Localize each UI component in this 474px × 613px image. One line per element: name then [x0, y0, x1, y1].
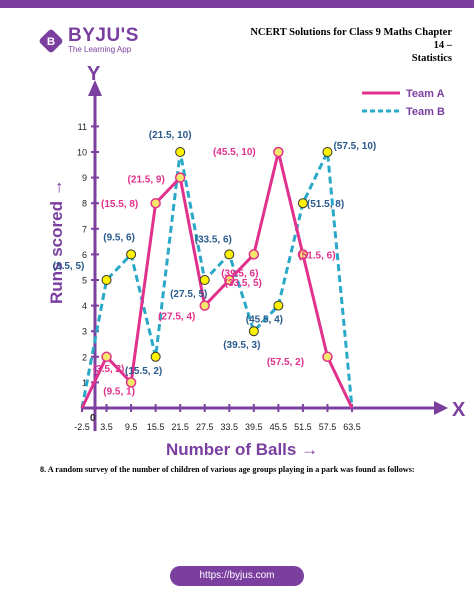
team-a-point-label: (9.5, 1)	[103, 386, 135, 397]
footer-url-link[interactable]: https://byjus.com	[170, 566, 304, 586]
x-tick-label: 15.5	[147, 422, 165, 432]
team-a-point	[199, 300, 210, 311]
team-a-point-label: (45.5, 10)	[213, 147, 256, 158]
page-title-line1: NCERT Solutions for Class 9 Maths Chapte…	[250, 27, 452, 51]
team-b-point-label: (39.5, 3)	[223, 340, 260, 351]
team-b-point	[175, 147, 186, 157]
team-b-point	[248, 326, 259, 337]
team-a-point-label: (15.5, 8)	[101, 199, 138, 210]
team-b-point-label: (45.5, 4)	[246, 315, 283, 326]
team-a-point-label: (39.5, 6)	[221, 268, 258, 279]
team-b-point-label: (33.5, 6)	[195, 234, 232, 245]
byjus-logo: B BYJU'S The Learning App	[38, 25, 139, 55]
team-a-point	[150, 197, 161, 209]
team-a-line	[80, 151, 354, 409]
team-b-point	[150, 351, 161, 362]
x-axis-title: Number of Balls →	[166, 440, 318, 456]
team-a-point-label: (3.5, 2)	[93, 364, 125, 375]
page-title-line2: Statistics	[411, 53, 452, 64]
top-accent-bar	[0, 0, 474, 8]
team-a-point	[101, 351, 112, 363]
team-b-point-label: (51.5, 8)	[307, 199, 344, 210]
x-tick-label: 39.5	[245, 422, 263, 432]
y-tick-label: 4	[82, 301, 87, 311]
team-b-point	[273, 300, 284, 311]
team-b-point	[224, 249, 235, 260]
y-axis-arrow-icon	[88, 80, 102, 96]
team-a-point-label: (57.5, 2)	[267, 357, 304, 368]
x-axis-arrow-icon	[434, 401, 448, 415]
x-tick-label: 51.5	[294, 422, 312, 432]
y-axis-letter: Y	[87, 63, 101, 85]
team-b-point-label: (57.5, 10)	[333, 141, 376, 152]
team-b-point-label: (21.5, 10)	[149, 130, 192, 141]
y-axis-title: Runs scored →	[47, 179, 66, 304]
team-a-point	[297, 249, 309, 260]
team-a-point	[273, 146, 284, 158]
x-tick-label: 63.5	[343, 422, 361, 432]
team-b-point	[101, 275, 112, 285]
x-tick-label: 3.5	[100, 422, 113, 432]
y-tick-label: 11	[78, 122, 87, 132]
team-a-point-label: (27.5, 4)	[158, 312, 195, 323]
y-tick-label: 1	[82, 378, 87, 388]
team-b-point	[322, 147, 333, 157]
team-b-point	[297, 198, 308, 209]
team-a-point-label: (21.5, 9)	[128, 175, 165, 186]
team-b-point-label: (27.5, 5)	[170, 289, 207, 300]
team-a-point	[248, 249, 260, 260]
y-tick-label: 5	[82, 276, 87, 286]
x-tick-label: -2.5	[74, 422, 90, 432]
origin-label: 0	[90, 413, 96, 424]
runs-vs-balls-chart: X Y 0 1 2 3 4 5 6 7 8 9 10 11 -2.5 3.5 9.5 15.5 21.5 27.5 33…	[47, 63, 466, 456]
question-text: 8. A random survey of the number of chil…	[40, 465, 415, 474]
x-tick-label: 9.5	[125, 422, 138, 432]
team-a-point-label: (33.5, 5)	[225, 278, 262, 289]
logo-name: BYJU'S	[68, 25, 139, 46]
team-a-point	[322, 351, 333, 363]
page-title: NCERT Solutions for Class 9 Maths Chapte…	[242, 26, 452, 65]
x-tick-label: 27.5	[196, 422, 214, 432]
logo-tagline: The Learning App	[68, 45, 132, 54]
x-tick-label: 57.5	[319, 422, 337, 432]
team-a-point	[224, 274, 235, 286]
y-tick-label: 6	[82, 250, 87, 260]
y-tick-label: 9	[82, 173, 87, 183]
x-tick-label: 33.5	[221, 422, 239, 432]
y-tick-label: 7	[82, 224, 87, 234]
team-a-point	[125, 377, 137, 388]
logo-mark-icon: B	[38, 27, 64, 54]
team-a-point	[174, 172, 186, 183]
y-tick-label: 3	[82, 327, 87, 337]
team-b-point-label: (3.5, 5)	[53, 261, 85, 272]
y-tick-label: 2	[82, 352, 87, 362]
team-b-point-label: (15.5, 2)	[125, 366, 162, 377]
y-tick-label: 8	[82, 199, 87, 209]
x-tick-label: 45.5	[270, 422, 288, 432]
legend-team-b-label: Team B	[406, 106, 445, 118]
legend-team-a-label: Team A	[406, 88, 445, 100]
team-b-point	[199, 275, 210, 285]
x-tick-label: 21.5	[171, 422, 189, 432]
y-tick-label: 10	[77, 148, 87, 158]
x-axis-letter: X	[452, 399, 466, 421]
team-b-line	[80, 146, 354, 409]
team-b-point-label: (9.5, 6)	[103, 232, 135, 243]
team-a-point-label: (51.5, 6)	[298, 250, 335, 261]
team-b-point	[126, 249, 137, 260]
